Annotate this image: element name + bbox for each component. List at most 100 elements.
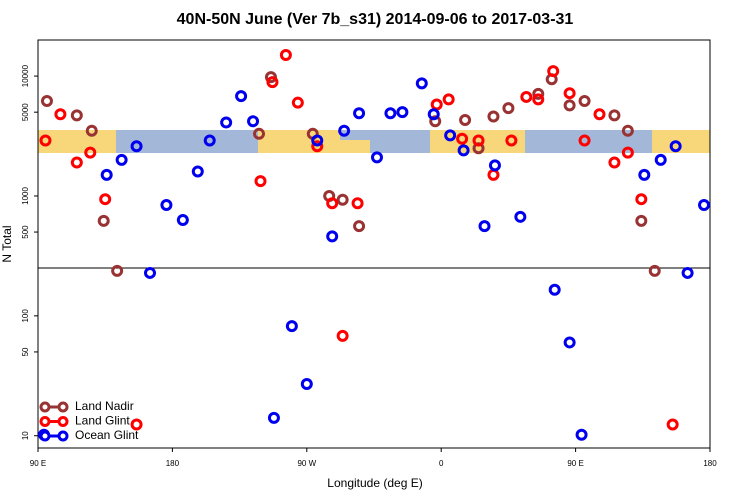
point [457,144,470,157]
x-tick-label: 90 E [567,459,583,468]
point [578,134,591,147]
point [99,193,112,206]
point [111,264,124,277]
point [130,140,143,153]
point [520,90,533,103]
point [267,411,280,424]
y-axis-label: N Total [0,225,14,262]
point [285,320,298,333]
point [608,156,621,169]
point [353,107,366,120]
point [54,108,67,121]
point [39,134,52,147]
point [160,199,173,212]
point [578,94,591,107]
point [266,76,279,89]
point [254,175,267,188]
point [505,134,518,147]
point [191,165,204,178]
point [336,193,349,206]
point [548,283,561,296]
y-tick-label: 100 [21,309,30,323]
point [608,109,621,122]
y-tick-label: 500 [21,225,30,239]
point [291,96,304,109]
point [593,108,606,121]
plot-frame [37,39,711,449]
point [635,193,648,206]
point [130,418,143,431]
legend-label: Land Nadir [75,399,134,413]
land-band [258,130,340,153]
chart-title: 40N-50N June (Ver 7b_s31) 2014-09-06 to … [177,11,574,28]
legend-marker [39,430,51,442]
point [681,266,694,279]
legend-label: Land Glint [75,414,130,428]
point [311,140,324,153]
y-tick-label: 50 [21,347,30,356]
x-tick-label: 90 E [30,459,46,468]
point [115,153,128,166]
x-axis-label: Longitude (deg E) [327,476,422,490]
point [247,115,260,128]
x-tick-label: 90 W [297,459,316,468]
ocean-band [38,130,710,153]
legend-marker [39,401,51,413]
point [532,93,545,106]
point [514,210,527,223]
legend-marker [57,401,69,413]
x-tick-label: 180 [166,459,180,468]
point [336,329,349,342]
point [487,110,500,123]
point [488,159,501,172]
point [563,87,576,100]
point [621,124,634,137]
point [666,418,679,431]
legend-marker [57,430,69,442]
point [459,114,472,127]
point [70,109,83,122]
y-tick-label: 1000 [21,187,30,205]
map-band [38,130,710,153]
land-band [652,130,710,153]
point [384,107,397,120]
point [235,90,248,103]
land-band [430,130,525,153]
point [415,77,428,90]
point [253,127,266,140]
point [311,134,324,147]
point [353,220,366,233]
point [97,214,110,227]
point [396,106,409,119]
y-tick-label: 10000 [21,64,30,87]
point [698,199,710,212]
point [429,115,442,128]
point [430,98,443,111]
point [621,146,634,159]
point [84,146,97,159]
point [669,140,682,153]
point [220,116,233,129]
point [472,134,485,147]
point [203,134,216,147]
point [478,220,491,233]
point [638,168,651,181]
point [326,197,339,210]
point [648,264,661,277]
point [176,214,189,227]
point [427,108,440,121]
point [502,102,515,115]
point [563,336,576,349]
land-band [340,140,370,153]
x-tick-label: 180 [703,459,717,468]
point [547,65,560,78]
point [40,94,53,107]
point [654,153,667,166]
point [487,168,500,181]
point [144,266,156,279]
y-tick-label: 10 [21,431,30,440]
point [442,93,455,106]
y-tick-label: 5000 [21,103,30,121]
land-band [38,130,116,153]
